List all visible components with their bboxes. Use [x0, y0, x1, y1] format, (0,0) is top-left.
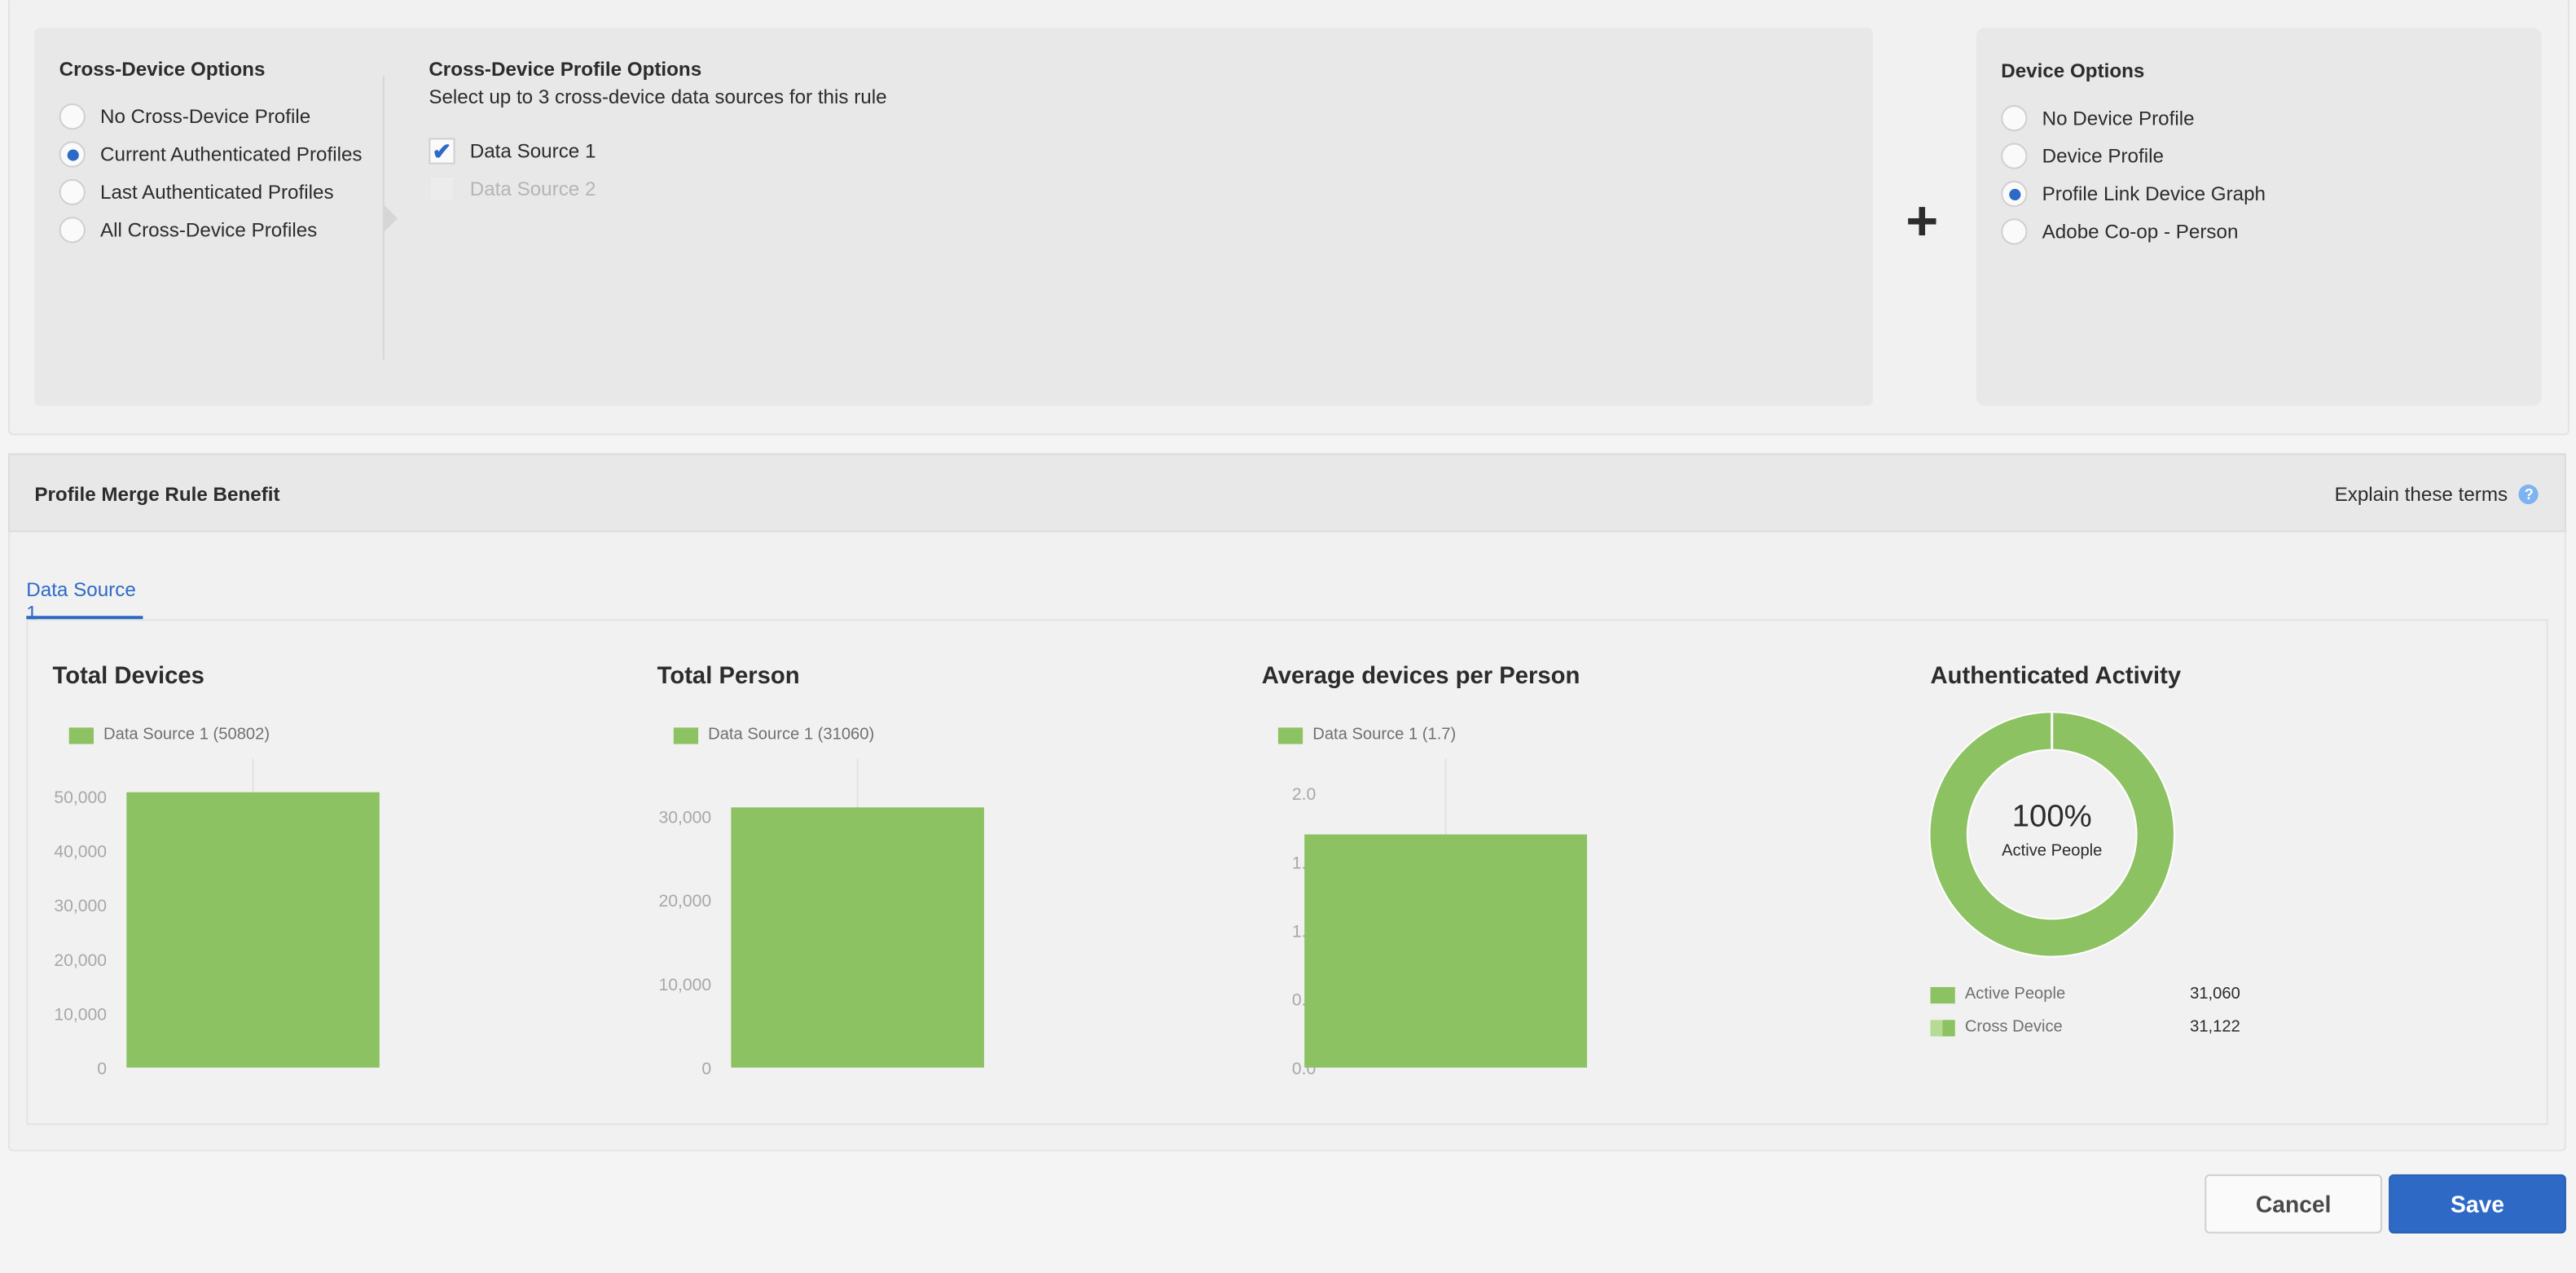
legend-value: 31,122	[2190, 1018, 2240, 1037]
cross-device-profile-subtitle: Select up to 3 cross-device data sources…	[429, 85, 887, 109]
legend-swatch	[1930, 1019, 1955, 1036]
legend-swatch	[1277, 726, 1303, 744]
radio-button[interactable]	[59, 103, 86, 130]
checkbox-label: Data Source 1	[469, 139, 596, 163]
donut-center-label: Active People	[2002, 842, 2102, 860]
y-tick-label: 0	[97, 1060, 107, 1078]
cross-device-radio-3[interactable]: All Cross-Device Profiles	[59, 217, 318, 244]
radio-button[interactable]	[2001, 105, 2028, 132]
bar-chart: 0 10,000 20,000 30,000	[658, 758, 984, 1078]
chart-title: Total Devices	[52, 663, 204, 690]
chart-legend: Data Source 1 (1.7)	[1277, 726, 1457, 744]
cross-device-box	[34, 28, 1873, 406]
legend-label: Cross Device	[1964, 1018, 2063, 1037]
y-tick-label: 20,000	[658, 892, 711, 911]
donut-chart: 100% Active People	[1928, 711, 2175, 958]
y-tick-label: 30,000	[54, 897, 107, 915]
donut-legend-row: Cross Device 31,122	[1930, 1018, 2259, 1037]
bar[interactable]	[1304, 834, 1588, 1068]
radio-label: No Device Profile	[2042, 107, 2195, 130]
radio-label: Last Authenticated Profiles	[100, 180, 334, 204]
data-source-checkbox-1[interactable]: ✔ Data Source 1	[429, 137, 596, 165]
donut-center-value: 100%	[2012, 798, 2092, 833]
device-radio-0[interactable]: No Device Profile	[2001, 105, 2195, 132]
y-tick-label: 0	[701, 1060, 711, 1078]
radio-button[interactable]	[2001, 180, 2028, 208]
chart-title: Average devices per Person	[1261, 663, 1580, 690]
bar-chart: 0 10,000 20,000 30,000 40,000 50,000	[54, 758, 380, 1078]
chart-legend: Data Source 1 (31060)	[673, 726, 875, 744]
chart-title: Authenticated Activity	[1930, 663, 2182, 690]
radio-label: Current Authenticated Profiles	[100, 143, 363, 166]
device-radio-3[interactable]: Adobe Co-op - Person	[2001, 218, 2239, 245]
legend-value: 31,060	[2190, 985, 2240, 1004]
radio-button[interactable]	[59, 178, 86, 206]
y-tick-label: 2.0	[1292, 785, 1316, 804]
y-tick-label: 10,000	[54, 1005, 107, 1024]
legend-swatch	[1930, 985, 1955, 1003]
checkmark-icon[interactable]: ✔	[429, 137, 455, 165]
plus-icon: +	[1906, 190, 1939, 253]
explain-terms-link[interactable]: Explain these terms ?	[2335, 483, 2539, 506]
checkbox-label: Data Source 2	[469, 177, 596, 201]
y-tick-label: 30,000	[658, 808, 711, 827]
checkbox	[429, 175, 455, 203]
bar-chart: 0.00.51.01.52.0	[1292, 758, 1588, 1078]
explain-terms-label: Explain these terms	[2334, 482, 2508, 507]
y-tick-label: 10,000	[658, 976, 711, 994]
y-tick-label: 50,000	[54, 788, 107, 807]
benefit-title: Profile Merge Rule Benefit	[34, 482, 280, 507]
data-source-checkbox-2: Data Source 2	[429, 175, 596, 203]
y-tick-label: 40,000	[54, 843, 107, 862]
cross-device-radio-0[interactable]: No Cross-Device Profile	[59, 103, 311, 130]
arrow-right-icon	[382, 204, 398, 234]
save-button[interactable]: Save	[2389, 1174, 2566, 1234]
radio-label: Device Profile	[2042, 144, 2164, 168]
legend-label: Data Source 1 (31060)	[708, 726, 875, 744]
legend-label: Active People	[1964, 985, 2066, 1004]
radio-button[interactable]	[2001, 218, 2028, 245]
cross-device-profile-options-title: Cross-Device Profile Options	[429, 57, 702, 81]
device-options-title: Device Options	[2001, 59, 2145, 82]
legend-label: Data Source 1 (1.7)	[1312, 726, 1457, 744]
radio-button[interactable]	[59, 141, 86, 168]
chart-legend: Data Source 1 (50802)	[68, 726, 270, 744]
device-radio-2[interactable]: Profile Link Device Graph	[2001, 180, 2266, 208]
radio-label: Adobe Co-op - Person	[2042, 220, 2239, 244]
radio-button[interactable]	[59, 217, 86, 244]
donut-slice-active-people[interactable]	[1930, 713, 2174, 956]
radio-label: All Cross-Device Profiles	[100, 218, 318, 242]
cancel-button[interactable]: Cancel	[2205, 1174, 2383, 1234]
bar[interactable]	[731, 807, 984, 1068]
y-tick-label: 20,000	[54, 951, 107, 970]
device-options-box	[1976, 28, 2542, 406]
cross-device-radio-2[interactable]: Last Authenticated Profiles	[59, 178, 334, 206]
charts-area	[26, 619, 2548, 1126]
cross-device-radio-1[interactable]: Current Authenticated Profiles	[59, 141, 363, 168]
legend-swatch	[68, 726, 94, 744]
device-radio-1[interactable]: Device Profile	[2001, 143, 2164, 169]
cross-device-options-title: Cross-Device Options	[59, 57, 266, 81]
bar[interactable]	[126, 792, 380, 1068]
tab-data-source-1[interactable]: Data Source 1	[26, 578, 143, 624]
legend-swatch	[673, 726, 699, 744]
radio-label: No Cross-Device Profile	[100, 105, 311, 129]
chart-title: Total Person	[657, 663, 800, 690]
radio-label: Profile Link Device Graph	[2042, 182, 2266, 206]
donut-legend-row: Active People 31,060	[1930, 985, 2259, 1004]
benefit-header	[8, 453, 2566, 533]
question-circle-icon[interactable]: ?	[2519, 484, 2539, 505]
legend-label: Data Source 1 (50802)	[103, 726, 270, 744]
radio-button[interactable]	[2001, 143, 2028, 169]
